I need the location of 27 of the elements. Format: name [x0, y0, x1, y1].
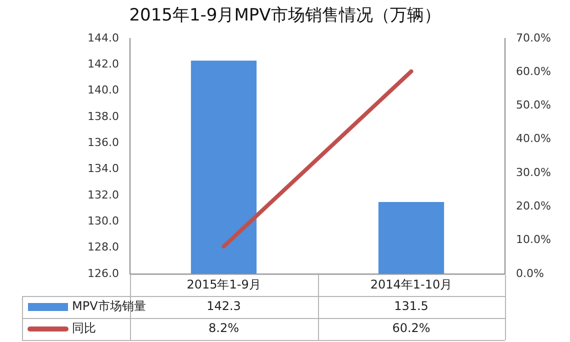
y2-tick-label: 10.0% [516, 233, 551, 246]
y2-tick-label: 70.0% [516, 31, 551, 44]
y-tick-label: 134.0 [88, 162, 119, 176]
data-label: 60.2% [392, 321, 430, 336]
y-tick-label: 132.0 [88, 188, 119, 202]
y2-tick-label: 20.0% [516, 200, 551, 213]
x-tick-label: 2015年1-9月 [186, 277, 261, 292]
y-tick-label: 136.0 [88, 136, 119, 149]
y-tick-label: 142.0 [88, 57, 119, 70]
x-tick-label: 2014年1-10月 [370, 277, 452, 292]
legend-label: MPV市场销量 [72, 299, 146, 314]
legend-label: 同比 [72, 321, 96, 336]
y-tick-label: 144.0 [88, 31, 119, 44]
y2-tick-label: 50.0% [516, 98, 551, 112]
y-tick-label: 138.0 [88, 110, 119, 123]
data-label: 131.5 [394, 299, 428, 314]
data-label: 8.2% [208, 321, 239, 336]
y2-tick-label: 40.0% [516, 132, 551, 146]
y-tick-label: 140.0 [88, 84, 119, 97]
data-label: 142.3 [206, 299, 241, 314]
chart-title: 2015年1-9月MPV市场销售情况（万辆） [129, 6, 441, 26]
y2-tick-label: 0.0% [516, 266, 544, 280]
y-tick-label: 126.0 [88, 266, 119, 280]
y2-tick-label: 60.0% [516, 64, 551, 78]
y2-tick-label: 30.0% [516, 166, 551, 179]
y-tick-label: 130.0 [88, 214, 119, 228]
y-tick-label: 128.0 [88, 240, 119, 254]
